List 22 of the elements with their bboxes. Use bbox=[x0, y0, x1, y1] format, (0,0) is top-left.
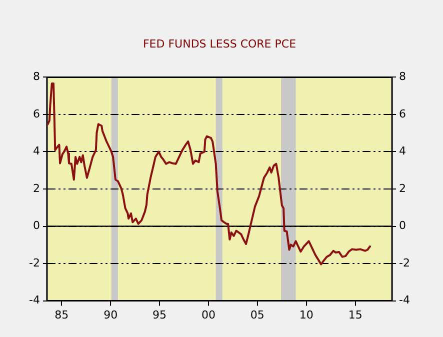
y2-tick-label: 8 bbox=[399, 70, 406, 84]
x-tick-label: 90 bbox=[104, 308, 118, 322]
y2-tick-label: -2 bbox=[399, 256, 410, 270]
x-tick-label: 10 bbox=[299, 308, 314, 322]
y-tick-label: 4 bbox=[32, 144, 40, 158]
y-tick-label: -2 bbox=[29, 256, 40, 270]
y2-tick-label: 4 bbox=[399, 144, 406, 158]
y2-tick-label: 0 bbox=[399, 219, 406, 232]
y-tick-label: 2 bbox=[32, 182, 40, 195]
y2-tick-label: 2 bbox=[399, 182, 406, 195]
x-tick-label: 00 bbox=[201, 308, 216, 322]
x-tick-label: 05 bbox=[250, 308, 264, 322]
y-tick-label: 6 bbox=[32, 107, 40, 120]
x-tick-label: 15 bbox=[348, 308, 362, 322]
y2-tick-label: 6 bbox=[399, 107, 406, 120]
y-tick-label: 0 bbox=[32, 219, 40, 232]
x-tick-label: 85 bbox=[54, 308, 69, 322]
y2-tick-label: -4 bbox=[399, 294, 410, 307]
y-tick-label: -4 bbox=[29, 294, 40, 307]
x-tick-label: 95 bbox=[152, 308, 167, 322]
chart-title: FED FUNDS LESS CORE PCE bbox=[142, 37, 296, 50]
y-tick-label: 8 bbox=[32, 70, 40, 84]
